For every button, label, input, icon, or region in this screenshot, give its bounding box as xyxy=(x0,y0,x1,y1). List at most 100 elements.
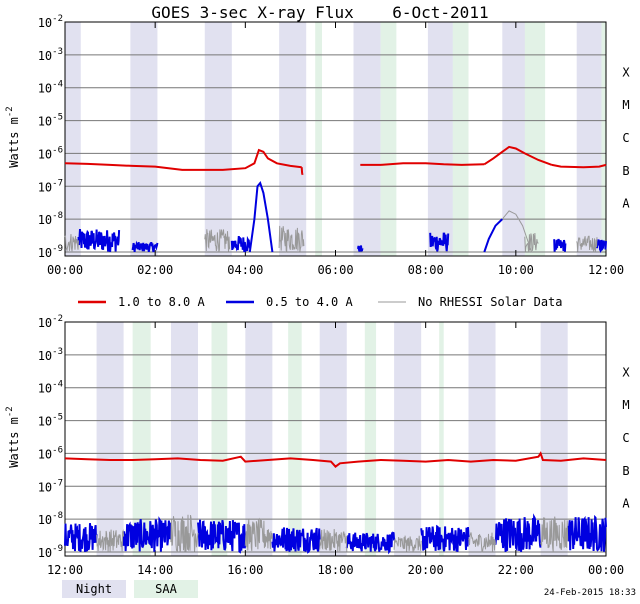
series-line xyxy=(393,535,422,552)
series-line xyxy=(131,240,159,253)
flare-class-label: X xyxy=(622,65,630,79)
legend-label: 1.0 to 8.0 A xyxy=(118,295,205,309)
xtick-label: 06:00 xyxy=(317,263,353,277)
flare-class-label: X xyxy=(622,365,630,379)
xtick-label: 18:00 xyxy=(317,563,353,577)
saa-band xyxy=(132,322,151,556)
series-line xyxy=(576,235,598,253)
series-0-5-to-4-0-a xyxy=(64,513,607,555)
night-band xyxy=(468,322,496,556)
flare-class-label: A xyxy=(622,197,630,211)
footer-timestamp: 24-Feb-2015 18:33 xyxy=(544,588,636,598)
ytick-label: 10-7 xyxy=(38,478,63,494)
series-line xyxy=(429,232,450,252)
saa-band xyxy=(439,322,444,556)
legend-label: No RHESSI Solar Data xyxy=(418,295,563,309)
band-legend-label: Night xyxy=(76,582,112,596)
series-line xyxy=(551,163,607,169)
saa-band xyxy=(452,22,469,256)
series-no-rhessi-solar-data xyxy=(64,210,598,253)
night-band xyxy=(170,322,198,556)
night-band xyxy=(96,322,124,556)
band-legend: Night SAA xyxy=(62,580,198,598)
night-band xyxy=(353,22,381,256)
series-1-0-to-8-0-a xyxy=(64,145,607,176)
series-line xyxy=(420,524,470,552)
ytick-label: 10-8 xyxy=(38,211,63,227)
series-line xyxy=(494,513,542,552)
chart-title-main: GOES 3-sec X-ray Flux xyxy=(151,3,354,22)
xtick-label: 10:00 xyxy=(498,263,534,277)
saa-band xyxy=(315,22,322,256)
band-legend-swatch xyxy=(62,580,126,598)
flare-class-label: C xyxy=(622,431,629,445)
panels-layer: 10-9 10-8 10-7 10-6 10-5 10-4 10-3 10-2 Watts m-… xyxy=(5,14,630,577)
series-line xyxy=(96,528,125,552)
saa-band xyxy=(211,322,228,556)
series-line xyxy=(77,229,121,252)
ytick-label: 10-6 xyxy=(38,445,63,461)
series-1-0-to-8-0-a xyxy=(64,451,607,468)
series-line xyxy=(524,152,553,166)
saa-band xyxy=(601,22,606,256)
night-band xyxy=(245,322,273,556)
legend-label: 0.5 to 4.0 A xyxy=(266,295,353,309)
xtick-label: 02:00 xyxy=(137,263,173,277)
series-line xyxy=(319,528,348,553)
night-band xyxy=(319,322,347,556)
series-line xyxy=(345,531,396,555)
yaxis-label: Watts m-2 xyxy=(5,106,21,167)
series-line xyxy=(553,238,567,252)
night-band xyxy=(65,22,81,256)
night-band xyxy=(204,22,232,256)
night-band xyxy=(540,322,568,556)
xtick-label: 20:00 xyxy=(408,563,444,577)
series-line xyxy=(64,523,98,552)
night-band xyxy=(394,322,422,556)
series-line xyxy=(501,210,533,253)
series-line xyxy=(468,532,496,553)
flare-class-label: B xyxy=(622,464,629,478)
series-line xyxy=(122,516,172,552)
chart-title: GOES 3-sec X-ray Flux 6-Oct-2011 xyxy=(151,3,488,22)
flux-panel-1: 10-9 10-8 10-7 10-6 10-5 10-4 10-3 10-2 Watts m-… xyxy=(5,14,630,277)
series-line xyxy=(64,451,607,468)
chart-title-date: 6-Oct-2011 xyxy=(392,3,488,22)
series-line xyxy=(360,162,485,166)
ytick-label: 10-5 xyxy=(38,113,63,129)
series-line xyxy=(197,519,247,554)
band-legend-label: SAA xyxy=(155,582,177,596)
ytick-label: 10-8 xyxy=(38,511,63,527)
ytick-label: 10-5 xyxy=(38,413,63,429)
flare-class-label: M xyxy=(622,98,629,112)
series-line xyxy=(64,148,302,171)
series-line xyxy=(244,517,273,552)
ytick-label: 10-2 xyxy=(38,14,63,30)
series-line xyxy=(483,218,503,253)
ytick-label: 10-4 xyxy=(38,80,63,96)
xtick-label: 08:00 xyxy=(408,263,444,277)
saa-band xyxy=(288,322,302,556)
flare-class-label: B xyxy=(622,164,629,178)
night-band xyxy=(427,22,455,256)
series-no-rhessi-solar-data xyxy=(96,514,569,553)
ytick-label: 10-7 xyxy=(38,178,63,194)
xtick-label: 00:00 xyxy=(588,563,624,577)
series-line xyxy=(596,239,607,254)
series-line xyxy=(524,232,539,253)
xtick-label: 12:00 xyxy=(588,263,624,277)
night-band xyxy=(576,22,604,256)
flare-class-label: M xyxy=(622,398,629,412)
ytick-label: 10-3 xyxy=(38,347,63,363)
flare-class-label: A xyxy=(622,497,630,511)
series-line xyxy=(271,527,321,554)
ytick-label: 10-2 xyxy=(38,314,63,330)
xtick-label: 16:00 xyxy=(227,563,263,577)
series-line xyxy=(566,514,607,552)
series-line xyxy=(64,234,79,253)
xtick-label: 00:00 xyxy=(47,263,83,277)
band-legend-swatch xyxy=(134,580,198,598)
series-line xyxy=(204,229,231,253)
